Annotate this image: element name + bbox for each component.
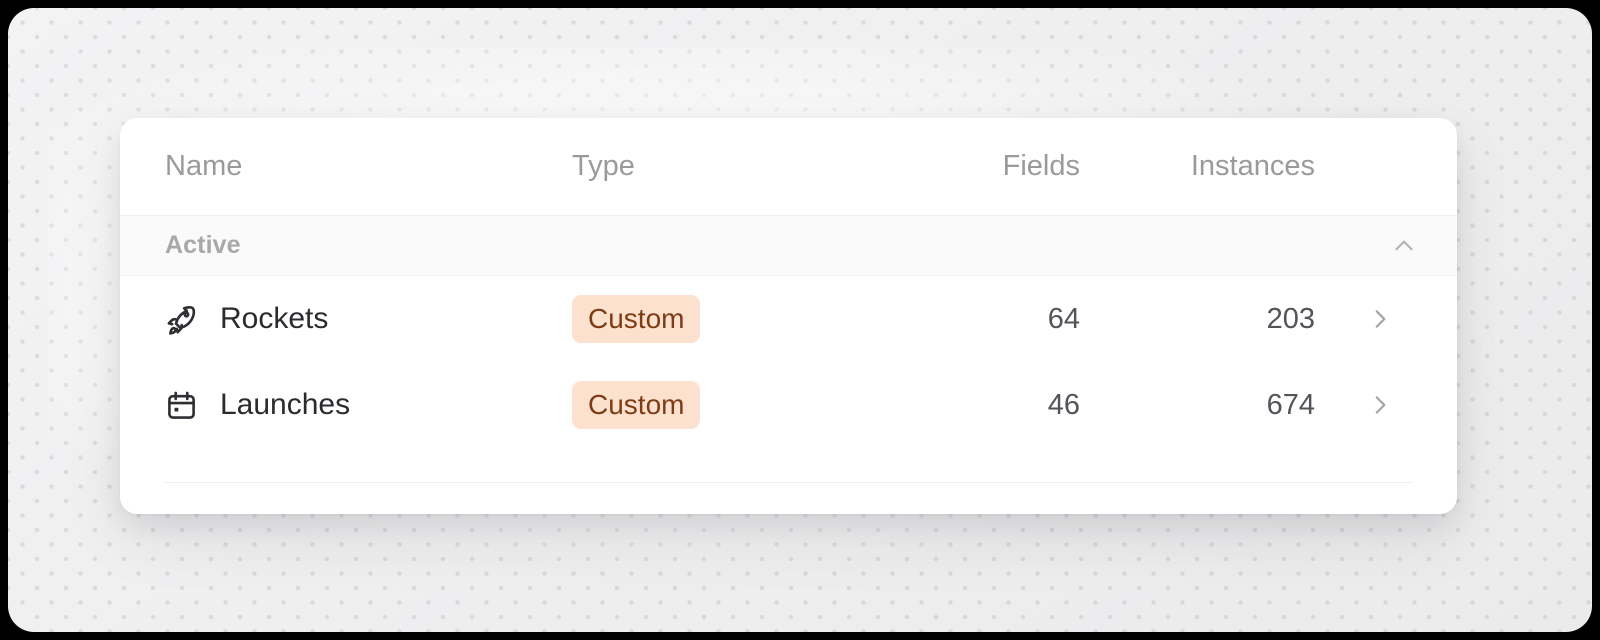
row-fields-cell: 46	[1047, 388, 1080, 421]
row-open-button[interactable]	[1349, 392, 1457, 418]
row-fields-cell: 64	[1047, 302, 1080, 335]
column-header-type[interactable]: Type	[572, 150, 850, 183]
chevron-right-icon	[1375, 396, 1386, 414]
column-header-name-label: Name	[165, 150, 243, 182]
row-name-label: Rockets	[220, 302, 329, 335]
row-type-cell: Custom	[572, 295, 850, 343]
table-row[interactable]: Rockets Custom 64 203	[120, 276, 1457, 362]
app-viewport: Name Type Fields Instances Active	[8, 8, 1592, 632]
row-type-cell: Custom	[572, 381, 850, 429]
row-name-label: Launches	[220, 388, 351, 421]
row-instances-cell: 674	[1266, 388, 1315, 421]
group-collapse-toggle[interactable]	[1391, 233, 1457, 259]
schema-table-card: Name Type Fields Instances Active	[120, 118, 1457, 514]
schema-table: Name Type Fields Instances Active	[120, 118, 1457, 483]
rocket-icon	[167, 305, 196, 335]
table-footer-divider	[164, 482, 1413, 483]
status-badge: Custom	[572, 295, 701, 343]
column-header-fields-label: Fields	[1002, 150, 1080, 182]
column-header-fields[interactable]: Fields	[850, 150, 1114, 183]
group-header-active[interactable]: Active	[120, 216, 1457, 276]
table-header-row: Name Type Fields Instances	[120, 118, 1457, 216]
group-header-label-wrap: Active	[120, 231, 572, 260]
chevron-right-icon	[1375, 310, 1386, 328]
table-row[interactable]: Launches Custom 46 674	[120, 362, 1457, 448]
column-header-name[interactable]: Name	[120, 150, 572, 183]
row-name-cell: Rockets	[120, 302, 572, 336]
row-instances-cell: 203	[1266, 302, 1315, 335]
calendar-icon	[168, 391, 195, 419]
row-name-cell: Launches	[120, 388, 572, 422]
column-header-type-label: Type	[572, 150, 635, 182]
column-header-instances[interactable]: Instances	[1114, 150, 1349, 183]
group-header-label: Active	[165, 231, 241, 259]
row-open-button[interactable]	[1349, 306, 1457, 332]
status-badge: Custom	[572, 381, 701, 429]
column-header-instances-label: Instances	[1190, 150, 1315, 182]
chevron-up-icon	[1395, 240, 1413, 250]
